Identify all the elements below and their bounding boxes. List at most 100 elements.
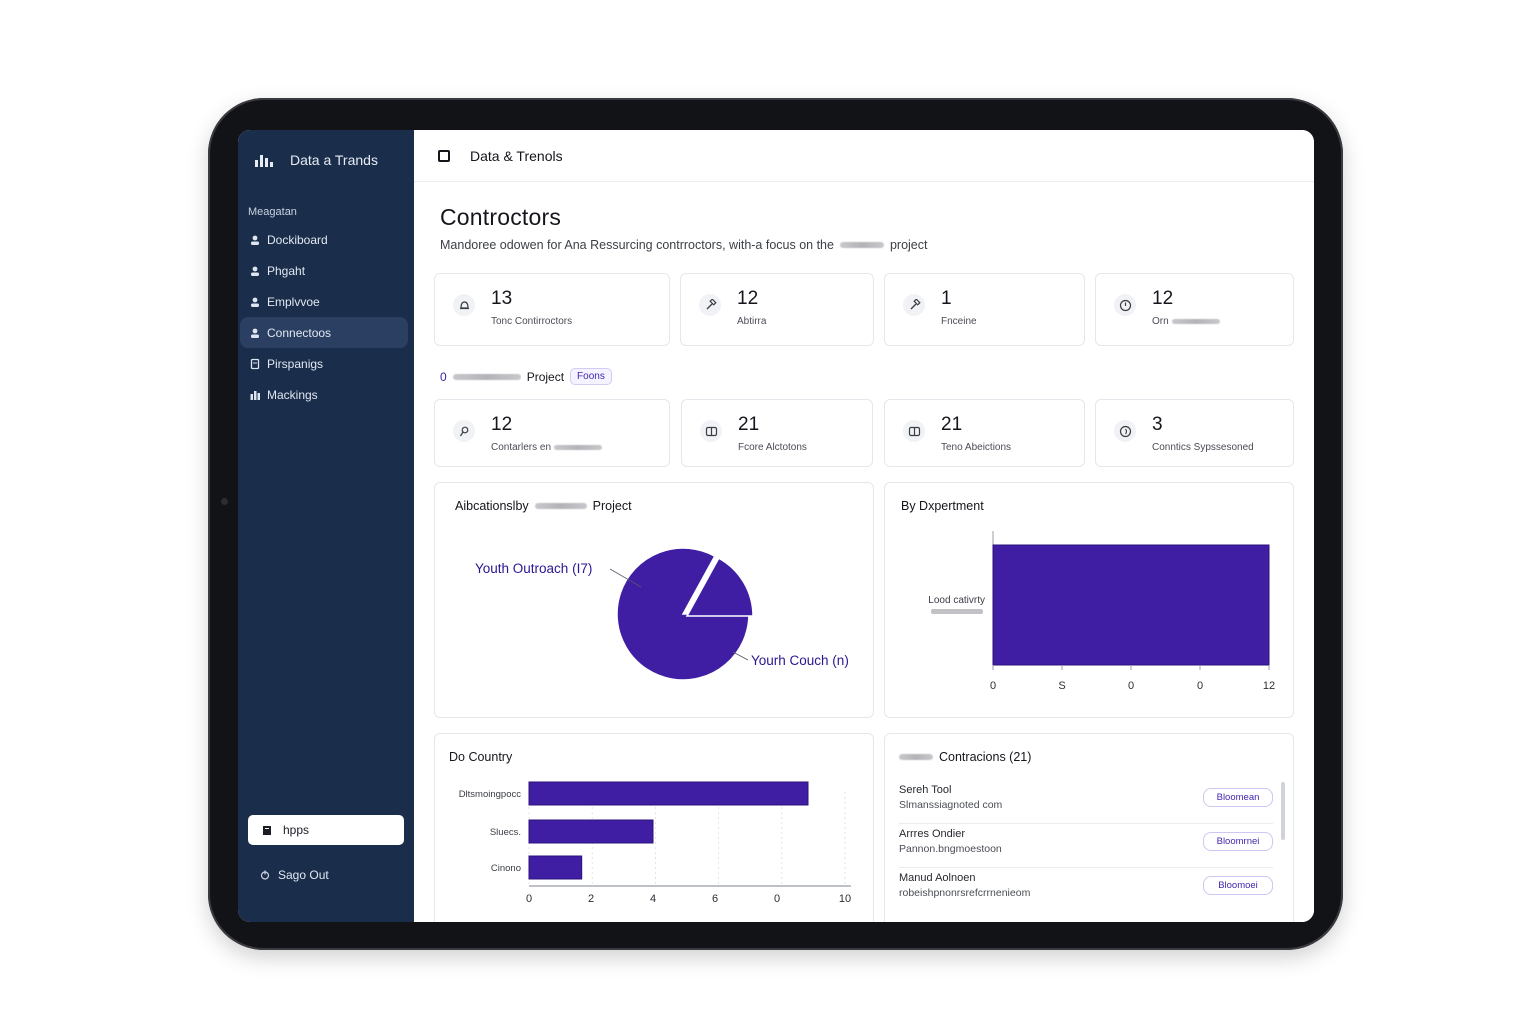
contact-name: Arrres Ondier: [899, 828, 966, 840]
camera-dot: [221, 498, 228, 505]
clock-icon: [1114, 294, 1136, 316]
bar: [528, 855, 583, 880]
x-tick-label: 0: [990, 680, 996, 692]
user-icon: [249, 234, 261, 246]
category-label: Dltsmoingpocc: [459, 789, 522, 800]
stat-label: Tonc Contirroctors: [491, 316, 573, 327]
sidebar-item-label: Emplvvoe: [267, 294, 320, 309]
contact-tag[interactable]: Bloomean: [1203, 788, 1273, 807]
stat-card[interactable]: 21 Teno Abeictions: [884, 399, 1085, 467]
contact-row[interactable]: Manud Aolnoen robeishpnonrsrefcrrnenieom B…: [899, 868, 1273, 912]
sidebar-item-label: Mackings: [267, 387, 318, 402]
redacted-text: [554, 445, 603, 450]
contact-name: Manud Aolnoen: [899, 872, 976, 884]
stat-label: Conntics Sypssesoned: [1152, 442, 1254, 453]
topbar: Data & Trenols: [414, 130, 1314, 182]
dept-panel-title: By Dxpertment: [901, 499, 984, 513]
sidebar-item-4[interactable]: Pirspanigs: [240, 348, 408, 379]
x-tick-label: 0: [1128, 680, 1134, 692]
sidebar-item-1[interactable]: Phgaht: [240, 255, 408, 286]
pie-title-part: Aibcationslby: [455, 499, 529, 513]
gavel-icon: [699, 294, 721, 316]
stat-card[interactable]: 12 Abtirra: [680, 273, 874, 346]
contact-tag[interactable]: Bloomrnei: [1203, 832, 1273, 851]
x-tick-label: 6: [712, 893, 718, 905]
pie-slice: [616, 547, 750, 681]
redacted-text: [931, 609, 983, 614]
user-icon: [249, 296, 261, 308]
pin-icon: [453, 420, 475, 442]
x-tick-label: 0: [1197, 680, 1203, 692]
country-bar-chart: Dltsmoingpocc Sluecs. Cinono 0 2 4 6 0 10: [459, 781, 851, 905]
main-content: Data & Trenols Controctors Mandoree odow…: [414, 130, 1314, 922]
sidebar-nav: Dockiboard Phgaht Emplvvoe Connectoos Pirspa…: [240, 224, 408, 410]
subtitle-text: Mandoree odowen for Ana Ressurcing contr…: [440, 238, 834, 252]
stat-label-row: Conntics Sypssesoned: [1152, 442, 1254, 453]
user-icon: [249, 265, 261, 277]
sidebar-item-label: Pirspanigs: [267, 356, 324, 371]
stat-value: 12: [491, 414, 513, 435]
sidebar: Data a Trands Meagatan Dockiboard Phgaht E…: [238, 130, 414, 922]
pie-panel-title: Aibcationslby Project: [455, 499, 632, 513]
pie-label: Yourh Couch (n): [751, 653, 849, 668]
x-tick-label: 10: [839, 893, 851, 905]
stat-label: Orn: [1152, 316, 1169, 327]
contact-tag[interactable]: Bloomoei: [1203, 876, 1273, 895]
contact-email: Slmanssiagnoted com: [899, 799, 1003, 811]
contacts-title-text: Contracions (21): [939, 750, 1032, 764]
app-screen: Data a Trands Meagatan Dockiboard Phgaht E…: [238, 130, 1314, 922]
bar: [528, 819, 654, 844]
pie-slice: [685, 557, 754, 617]
topbar-title: Data & Trenols: [470, 147, 563, 164]
stat-card[interactable]: 21 Fcore Alctotons: [681, 399, 873, 467]
power-icon: [260, 870, 270, 880]
stat-value: 12: [1152, 288, 1174, 309]
redacted-text: [534, 503, 587, 509]
x-tick-label: 4: [650, 893, 656, 905]
sidebar-item-label: Phgaht: [267, 263, 306, 278]
contact-name: Sereh Tool: [899, 784, 952, 796]
apps-button[interactable]: hpps: [248, 815, 404, 845]
project-label: Project: [526, 369, 565, 384]
x-tick-label: S: [1058, 680, 1065, 692]
contacts-scrollbar[interactable]: [1281, 782, 1285, 840]
pie-title-suffix: Project: [592, 499, 632, 513]
sidebar-item-0[interactable]: Dockiboard: [240, 224, 408, 255]
page-subtitle: Mandoree odowen for Ana Ressurcing contr…: [440, 238, 928, 252]
category-label: Lood cativrty: [928, 595, 985, 606]
stat-value: 13: [491, 288, 513, 309]
redacted-text: [1171, 319, 1220, 324]
redacted-text: [452, 373, 521, 380]
bar: [992, 544, 1270, 666]
brand[interactable]: Data a Trands: [254, 152, 378, 168]
book-icon: [903, 420, 925, 442]
contacts-panel-title: Contracions (21): [899, 750, 1031, 764]
sidebar-item-5[interactable]: Mackings: [240, 379, 408, 410]
stat-card[interactable]: 3 Conntics Sypssesoned: [1095, 399, 1294, 467]
contact-email: robeishpnonrsrefcrrnenieom: [899, 887, 1031, 899]
stat-label: Contarlers en: [491, 442, 552, 453]
x-tick-label: 2: [588, 893, 594, 905]
sidebar-item-label: Connectoos: [267, 325, 332, 340]
contact-row[interactable]: Sereh Tool Slmanssiagnoted com Bloomean: [899, 780, 1273, 824]
page-title: Controctors: [440, 204, 562, 230]
menu-square-icon[interactable]: [438, 149, 450, 162]
department-bar-chart: Lood cativrty 0 S 0 0 12: [928, 531, 1275, 692]
project-row: 0 Project Foons: [440, 368, 612, 385]
sign-out-button[interactable]: Sago Out: [260, 868, 329, 882]
sidebar-item-2[interactable]: Emplvvoe: [240, 286, 408, 317]
stat-card[interactable]: 12 Contarlers en: [434, 399, 670, 467]
globe-icon: [1114, 420, 1136, 442]
subtitle-suffix: project: [889, 238, 928, 252]
pie-leader-line: [732, 651, 749, 661]
stat-card[interactable]: 12 Orn: [1095, 273, 1294, 346]
stat-card[interactable]: 1 Fnceine: [884, 273, 1085, 346]
pie-chart-panel: Aibcationslby Project Youth Outroach (I7…: [434, 482, 874, 718]
focus-badge[interactable]: Foons: [570, 368, 612, 385]
doc-icon: [249, 358, 261, 370]
stat-card[interactable]: 13 Tonc Contirroctors: [434, 273, 670, 346]
sidebar-item-3[interactable]: Connectoos: [240, 317, 408, 348]
contact-row[interactable]: Arrres Ondier Pannon.bngmoestoon Bloomrnei: [899, 824, 1273, 868]
x-tick-label: 0: [526, 893, 532, 905]
x-tick-label: 0: [774, 893, 780, 905]
